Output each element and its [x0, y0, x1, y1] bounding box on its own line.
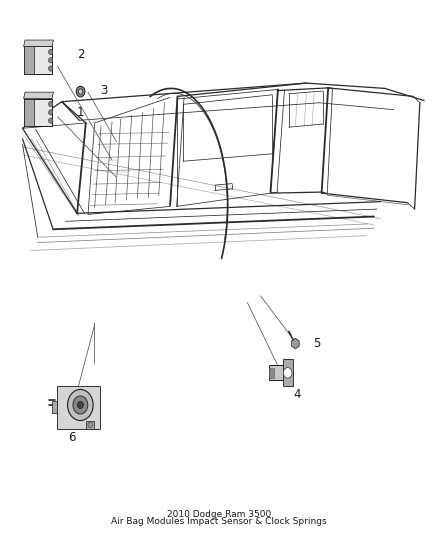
- Circle shape: [73, 396, 88, 414]
- Circle shape: [49, 110, 53, 115]
- Circle shape: [49, 66, 53, 71]
- Circle shape: [49, 49, 53, 54]
- Circle shape: [49, 101, 53, 107]
- Bar: [269, 366, 287, 380]
- Bar: [283, 359, 293, 386]
- Bar: [52, 401, 57, 414]
- Bar: [24, 46, 34, 74]
- Text: 1: 1: [77, 106, 85, 119]
- Polygon shape: [292, 338, 299, 349]
- Circle shape: [88, 422, 92, 427]
- Bar: [86, 421, 94, 429]
- Text: 6: 6: [68, 431, 76, 444]
- Bar: [24, 46, 52, 74]
- Text: 2010 Dodge Ram 3500: 2010 Dodge Ram 3500: [167, 510, 271, 519]
- Text: 5: 5: [313, 337, 320, 350]
- Text: 4: 4: [293, 387, 301, 401]
- Bar: [57, 386, 100, 429]
- Bar: [24, 99, 34, 126]
- Bar: [269, 368, 274, 378]
- Circle shape: [78, 89, 83, 94]
- Circle shape: [76, 86, 85, 97]
- Circle shape: [49, 118, 53, 123]
- Text: 3: 3: [100, 84, 108, 97]
- Circle shape: [283, 368, 292, 378]
- Polygon shape: [24, 92, 53, 99]
- Circle shape: [67, 390, 93, 421]
- Circle shape: [78, 401, 83, 409]
- Polygon shape: [24, 40, 53, 46]
- Bar: [24, 99, 52, 126]
- Circle shape: [49, 58, 53, 63]
- Text: 2: 2: [77, 49, 85, 61]
- Text: Air Bag Modules Impact Sensor & Clock Springs: Air Bag Modules Impact Sensor & Clock Sp…: [111, 517, 327, 526]
